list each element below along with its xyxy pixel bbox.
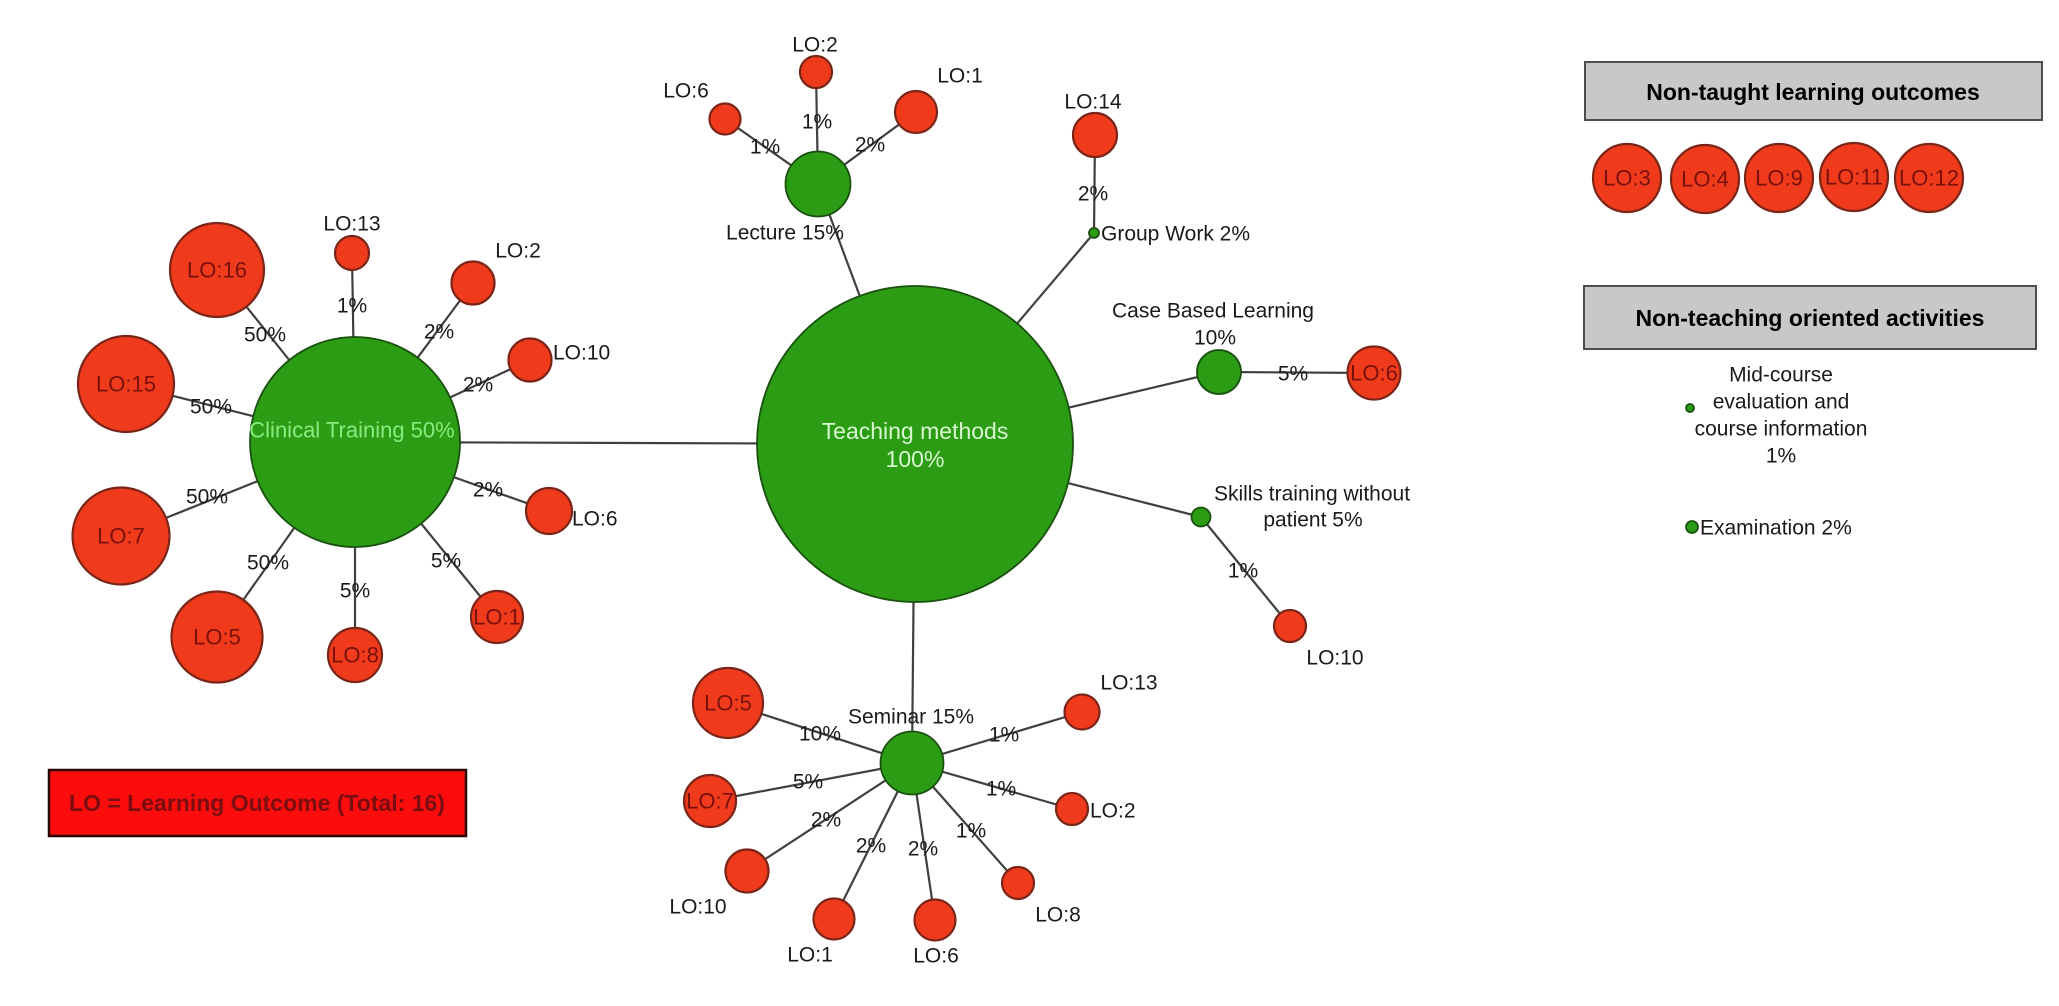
svg-text:LO:12: LO:12 <box>1899 166 1959 191</box>
svg-text:Skills training without: Skills training without <box>1214 482 1410 505</box>
svg-text:5%: 5% <box>340 579 370 602</box>
svg-text:2%: 2% <box>856 834 886 857</box>
svg-text:LO:3: LO:3 <box>1603 166 1651 191</box>
svg-text:LO:5: LO:5 <box>193 625 241 650</box>
svg-text:Non-taught learning outcomes: Non-taught learning outcomes <box>1646 79 1980 105</box>
svg-text:10%: 10% <box>1194 326 1236 349</box>
svg-text:evaluation and: evaluation and <box>1713 390 1850 413</box>
svg-text:LO:7: LO:7 <box>686 789 734 814</box>
svg-text:LO:14: LO:14 <box>1064 90 1122 113</box>
svg-text:Case Based Learning: Case Based Learning <box>1112 299 1314 322</box>
svg-text:LO:5: LO:5 <box>704 691 752 716</box>
svg-text:2%: 2% <box>424 320 454 343</box>
svg-text:Group Work 2%: Group Work 2% <box>1101 222 1250 245</box>
svg-text:1%: 1% <box>802 110 832 133</box>
svg-text:1%: 1% <box>750 135 780 158</box>
svg-text:1%: 1% <box>986 777 1016 800</box>
svg-text:LO:7: LO:7 <box>97 524 145 549</box>
svg-text:5%: 5% <box>1278 362 1308 385</box>
svg-text:LO:13: LO:13 <box>1100 671 1157 694</box>
svg-text:Mid-course: Mid-course <box>1729 363 1833 386</box>
svg-text:1%: 1% <box>1228 559 1258 582</box>
svg-text:50%: 50% <box>190 395 232 418</box>
svg-text:Lecture 15%: Lecture 15% <box>726 221 844 244</box>
svg-text:LO:6: LO:6 <box>1350 361 1398 386</box>
svg-text:100%: 100% <box>886 446 945 472</box>
svg-text:LO:8: LO:8 <box>331 643 379 668</box>
svg-text:LO:4: LO:4 <box>1681 167 1729 192</box>
svg-text:2%: 2% <box>463 373 493 396</box>
svg-text:LO:6: LO:6 <box>572 507 618 530</box>
svg-text:1%: 1% <box>1766 444 1796 467</box>
svg-text:2%: 2% <box>473 478 503 501</box>
svg-text:1%: 1% <box>337 294 367 317</box>
svg-text:LO:11: LO:11 <box>1825 165 1883 190</box>
svg-text:LO:16: LO:16 <box>187 258 247 283</box>
svg-text:LO:15: LO:15 <box>96 372 156 397</box>
svg-text:5%: 5% <box>793 770 823 793</box>
svg-text:LO:1: LO:1 <box>937 64 983 87</box>
svg-text:Non-teaching oriented activiti: Non-teaching oriented activities <box>1636 305 1985 331</box>
svg-text:LO:10: LO:10 <box>1306 646 1363 669</box>
svg-text:LO:1: LO:1 <box>787 943 833 966</box>
svg-text:50%: 50% <box>186 485 228 508</box>
svg-text:2%: 2% <box>855 133 885 156</box>
svg-text:LO:6: LO:6 <box>913 944 959 967</box>
svg-text:Clinical Training 50%: Clinical Training 50% <box>249 418 454 443</box>
svg-text:patient 5%: patient 5% <box>1263 508 1362 531</box>
svg-text:LO = Learning Outcome (Total:: LO = Learning Outcome (Total: 16) <box>69 790 445 816</box>
svg-text:LO:1: LO:1 <box>473 605 521 630</box>
svg-text:Teaching methods: Teaching methods <box>822 418 1009 444</box>
svg-text:Seminar 15%: Seminar 15% <box>848 705 974 728</box>
svg-text:LO:10: LO:10 <box>553 341 610 364</box>
svg-text:10%: 10% <box>799 722 841 745</box>
svg-text:Examination 2%: Examination 2% <box>1700 516 1852 539</box>
svg-text:1%: 1% <box>989 723 1019 746</box>
svg-text:1%: 1% <box>956 819 986 842</box>
svg-text:2%: 2% <box>1078 182 1108 205</box>
svg-text:LO:9: LO:9 <box>1755 166 1803 191</box>
svg-text:2%: 2% <box>908 837 938 860</box>
svg-text:50%: 50% <box>244 323 286 346</box>
svg-text:LO:2: LO:2 <box>792 33 838 56</box>
svg-text:5%: 5% <box>431 549 461 572</box>
svg-text:LO:8: LO:8 <box>1035 903 1081 926</box>
svg-text:course information: course information <box>1695 417 1868 440</box>
svg-text:LO:13: LO:13 <box>323 212 380 235</box>
svg-text:LO:2: LO:2 <box>495 239 541 262</box>
svg-text:2%: 2% <box>811 808 841 831</box>
svg-text:LO:10: LO:10 <box>669 895 726 918</box>
svg-text:LO:2: LO:2 <box>1090 799 1136 822</box>
svg-text:50%: 50% <box>247 551 289 574</box>
svg-text:LO:6: LO:6 <box>663 79 709 102</box>
